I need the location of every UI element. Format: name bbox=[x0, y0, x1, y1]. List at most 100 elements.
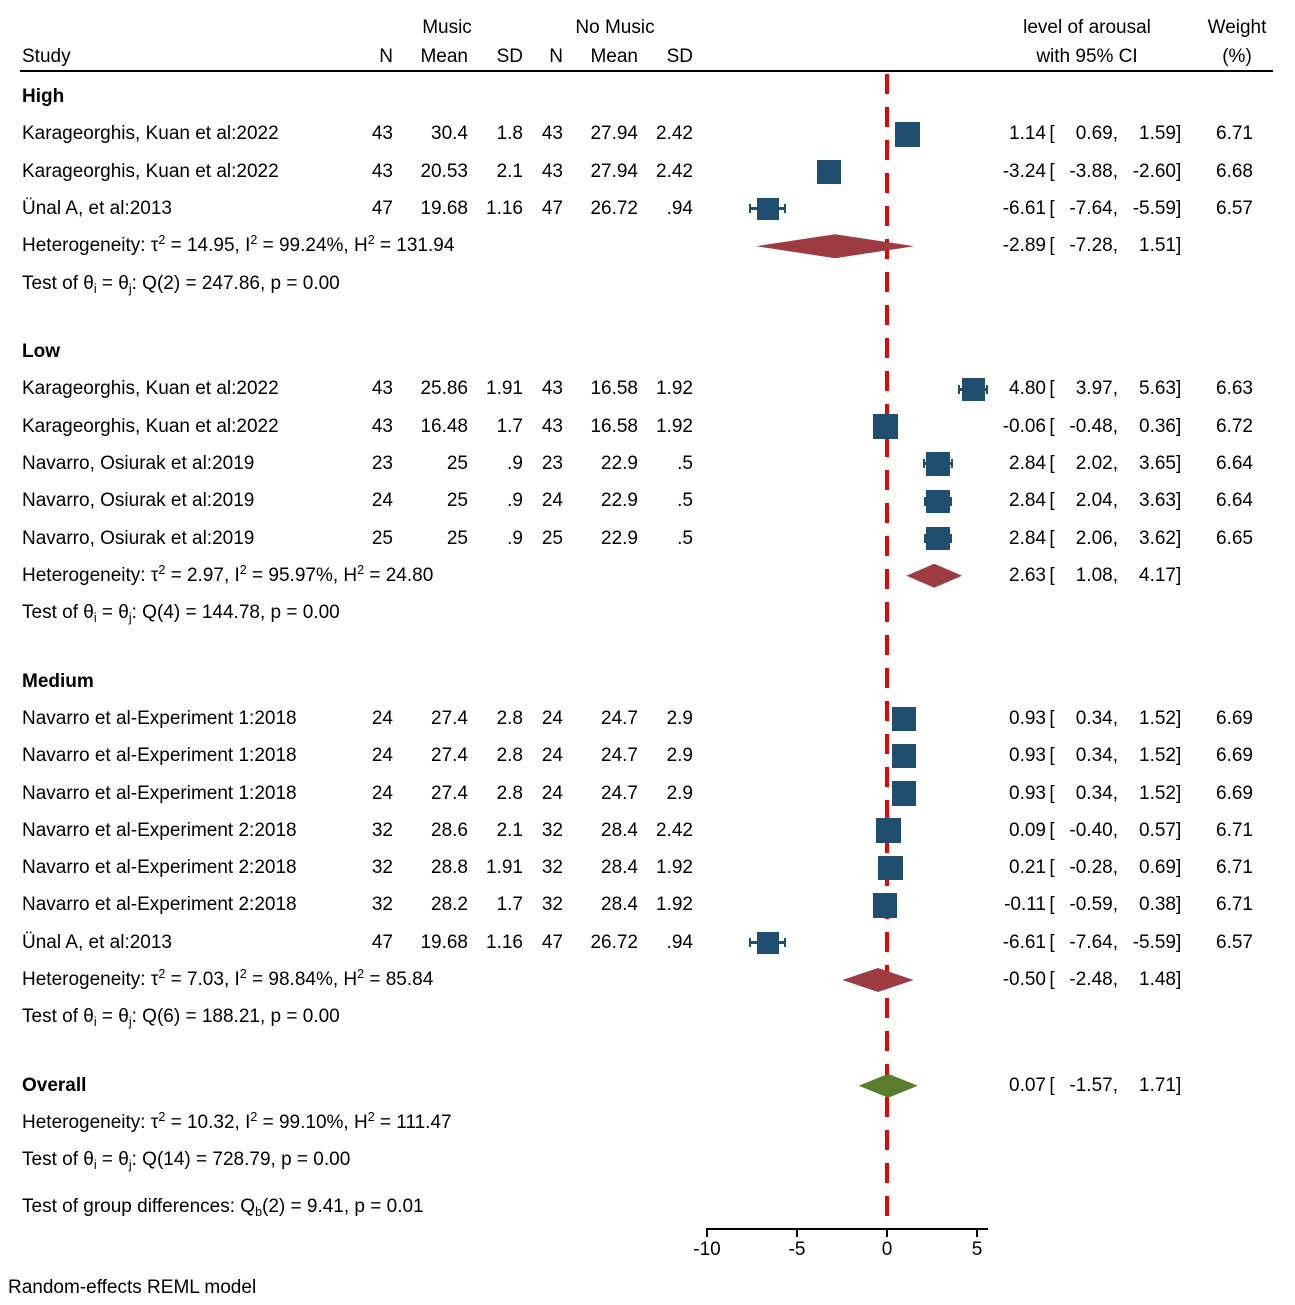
overall-label: Overall bbox=[22, 1074, 87, 1096]
group-label: High bbox=[22, 86, 65, 107]
cell-mean2: 16.58 bbox=[590, 415, 638, 437]
effect-size-ci-text: 2.84[2.02, 3.65] bbox=[990, 452, 1184, 476]
ci-lower-value: 2.02, bbox=[1075, 452, 1118, 474]
cell-mean1: 16.48 bbox=[420, 415, 468, 437]
effect-square-marker bbox=[926, 489, 950, 513]
overall-test-text-text: = θ bbox=[96, 1149, 129, 1171]
open-bracket: [ bbox=[1049, 160, 1055, 182]
heterogeneity-text-sup: 2 bbox=[250, 233, 258, 248]
column-group-music: Music bbox=[422, 17, 472, 38]
ci-upper-value: 1.48 bbox=[1139, 969, 1176, 990]
heterogeneity-text-sup: 2 bbox=[239, 562, 247, 577]
ci-upper-value: 1.52 bbox=[1139, 745, 1176, 767]
study-name: Navarro et al-Experiment 2:2018 bbox=[22, 894, 297, 916]
cell-n2: 32 bbox=[541, 819, 563, 841]
close-bracket: ] bbox=[1176, 931, 1182, 953]
cell-n1: 32 bbox=[371, 894, 393, 916]
heterogeneity-text-sup: 2 bbox=[158, 562, 166, 577]
open-bracket: [ bbox=[1049, 819, 1055, 841]
cell-n1: 43 bbox=[371, 415, 393, 437]
axis-tick-mark bbox=[886, 1228, 888, 1237]
open-bracket: [ bbox=[1049, 197, 1055, 219]
open-bracket: [ bbox=[1049, 857, 1055, 879]
axis-tick-mark bbox=[796, 1228, 798, 1237]
overall-heterogeneity-text-text: = 10.32, I bbox=[165, 1112, 251, 1134]
overall-test-text-sub: j bbox=[128, 1158, 132, 1173]
homogeneity-test-text-text: Test of θ bbox=[22, 602, 94, 624]
open-bracket: [ bbox=[1049, 452, 1055, 474]
ci-lower-value: -0.59, bbox=[1069, 894, 1118, 916]
ci-upper-value: -5.59 bbox=[1132, 197, 1176, 219]
column-header-effect-line1: level of arousal bbox=[1023, 17, 1151, 38]
weight-value: 6.65 bbox=[1216, 527, 1253, 549]
cell-sd1: 1.91 bbox=[486, 857, 523, 879]
ci-lower-value: -1.57, bbox=[1069, 1074, 1118, 1096]
effect-size-ci-text: 0.21[-0.28, 0.69] bbox=[990, 856, 1184, 880]
open-bracket: [ bbox=[1049, 782, 1055, 804]
cell-mean2: 28.4 bbox=[601, 857, 638, 879]
group-label: Medium bbox=[22, 670, 94, 692]
ci-upper-value: 0.38 bbox=[1139, 894, 1176, 916]
cell-mean1: 27.4 bbox=[431, 745, 468, 767]
ci-upper-value: 1.52 bbox=[1139, 707, 1176, 729]
column-group-no-music: No Music bbox=[575, 17, 655, 38]
homogeneity-test-text-sub: i bbox=[93, 281, 97, 296]
cell-n1: 47 bbox=[371, 197, 393, 219]
cell-sd2: 2.42 bbox=[656, 123, 693, 145]
cell-mean2: 22.9 bbox=[601, 452, 638, 474]
weight-value: 6.69 bbox=[1216, 707, 1253, 729]
ci-cap-left bbox=[923, 496, 926, 506]
ci-cap-left bbox=[958, 384, 961, 394]
cell-sd2: .94 bbox=[666, 197, 693, 219]
study-name: Ünal A, et al:2013 bbox=[22, 931, 172, 953]
close-bracket: ] bbox=[1176, 857, 1182, 879]
open-bracket: [ bbox=[1049, 707, 1055, 729]
column-header-n2: N bbox=[549, 46, 563, 67]
overall-test-text-text: Test of θ bbox=[22, 1149, 94, 1171]
cell-sd2: 1.92 bbox=[656, 378, 693, 400]
close-bracket: ] bbox=[1176, 1074, 1182, 1096]
estimate-value: 4.80 bbox=[1009, 378, 1046, 400]
weight-value: 6.69 bbox=[1216, 782, 1253, 804]
estimate-value: 0.21 bbox=[1009, 857, 1046, 879]
cell-sd2: 2.9 bbox=[666, 782, 693, 804]
effect-square-marker bbox=[876, 818, 902, 844]
cell-sd1: 2.1 bbox=[496, 160, 523, 182]
cell-mean2: 27.94 bbox=[590, 123, 638, 145]
estimate-value: -6.61 bbox=[1002, 931, 1046, 953]
homogeneity-test-text-text: = θ bbox=[96, 272, 129, 294]
close-bracket: ] bbox=[1176, 894, 1182, 916]
ci-cap-right bbox=[784, 938, 787, 948]
ci-upper-value: 0.36 bbox=[1139, 415, 1176, 437]
group-differences-text-sub: b bbox=[255, 1205, 263, 1220]
effect-size-ci-text: 0.93[0.34, 1.52] bbox=[990, 707, 1184, 731]
cell-n2: 25 bbox=[541, 527, 563, 549]
cell-sd1: 1.16 bbox=[486, 931, 523, 953]
cell-n1: 32 bbox=[371, 819, 393, 841]
ci-upper-value: 1.71 bbox=[1139, 1074, 1176, 1096]
ci-lower-value: -2.48, bbox=[1069, 969, 1118, 990]
column-header-weight-line1: Weight bbox=[1207, 17, 1267, 38]
cell-n2: 43 bbox=[541, 160, 563, 182]
column-header-sd1: SD bbox=[496, 46, 523, 67]
estimate-value: 0.93 bbox=[1009, 782, 1046, 804]
cell-sd1: .9 bbox=[507, 452, 523, 474]
ci-lower-value: -7.64, bbox=[1069, 931, 1118, 953]
weight-value: 6.63 bbox=[1216, 378, 1253, 400]
cell-n2: 32 bbox=[541, 894, 563, 916]
effect-square-marker bbox=[872, 893, 898, 918]
study-name: Karageorghis, Kuan et al:2022 bbox=[22, 123, 279, 145]
weight-value: 6.57 bbox=[1216, 931, 1253, 953]
cell-n1: 24 bbox=[371, 782, 393, 804]
cell-mean2: 22.9 bbox=[601, 527, 638, 549]
cell-mean2: 27.94 bbox=[590, 160, 638, 182]
homogeneity-test-text-sub: j bbox=[128, 281, 132, 296]
heterogeneity-text-sup: 2 bbox=[357, 562, 365, 577]
overall-heterogeneity-text-sup: 2 bbox=[250, 1110, 258, 1125]
open-bracket: [ bbox=[1049, 894, 1055, 916]
heterogeneity-text-text: = 131.94 bbox=[374, 235, 455, 257]
cell-sd2: 2.9 bbox=[666, 707, 693, 729]
study-name: Navarro, Osiurak et al:2019 bbox=[22, 490, 255, 512]
cell-sd2: .5 bbox=[677, 527, 693, 549]
cell-n1: 43 bbox=[371, 123, 393, 145]
